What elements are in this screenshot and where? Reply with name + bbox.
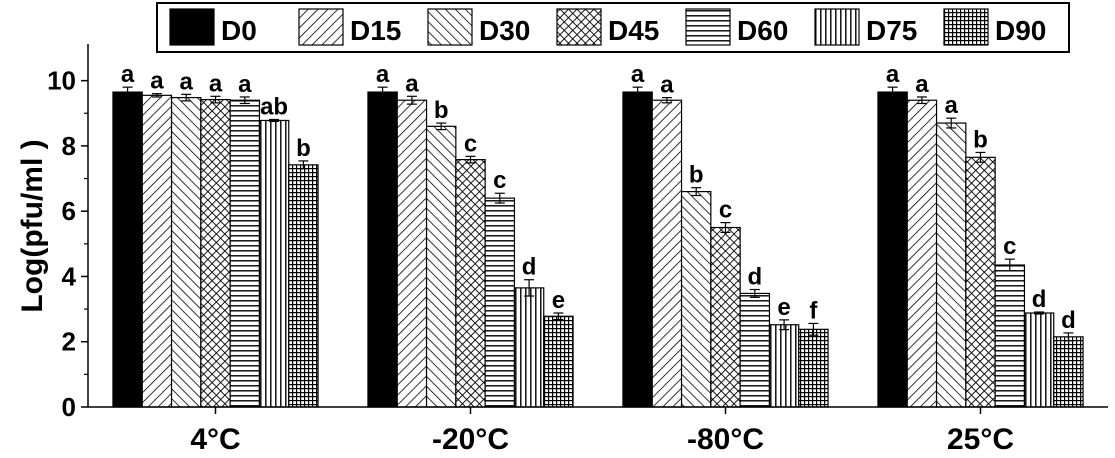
bar-D90-3 xyxy=(1053,336,1084,408)
bar-D45-0 xyxy=(200,98,231,408)
bar-D90-1 xyxy=(543,315,574,408)
significance-label-D45-0: a xyxy=(209,70,223,97)
legend-label-D60: D60 xyxy=(737,15,788,46)
bar-D75-1 xyxy=(513,287,545,408)
bar-D15-2 xyxy=(651,99,683,408)
bar-D0-0 xyxy=(112,91,143,408)
significance-label-D90-1: e xyxy=(552,287,565,314)
significance-label-D15-3: a xyxy=(915,71,929,98)
bar-D60-1 xyxy=(484,197,516,408)
significance-label-D0-1: a xyxy=(376,61,390,88)
legend-swatch-D90 xyxy=(943,8,989,46)
significance-label-D60-1: c xyxy=(493,167,506,194)
legend-label-D45: D45 xyxy=(608,15,659,46)
bar-D15-1 xyxy=(396,99,428,408)
significance-label-D15-0: a xyxy=(150,68,164,95)
significance-label-D0-0: a xyxy=(121,61,135,88)
legend-swatch-D75 xyxy=(814,8,860,46)
legend: D0 D15 D30 D45 D60 D75 D90 xyxy=(156,2,1070,53)
significance-label-D90-2: f xyxy=(809,297,818,324)
y-tick-label-1: 2 xyxy=(62,327,76,357)
bar-D15-3 xyxy=(906,99,938,408)
significance-label-D30-3: a xyxy=(945,92,959,119)
significance-label-D60-0: a xyxy=(238,71,252,98)
significance-label-D75-3: d xyxy=(1032,286,1047,313)
legend-label-D15: D15 xyxy=(350,15,401,46)
bar-D75-0 xyxy=(258,119,290,408)
legend-swatch-D15 xyxy=(298,8,344,46)
legend-label-D0: D0 xyxy=(221,15,257,46)
significance-label-D60-2: d xyxy=(747,264,762,291)
significance-label-D15-1: a xyxy=(405,70,419,97)
significance-label-D60-3: c xyxy=(1003,233,1016,260)
bar-D30-2 xyxy=(680,191,712,408)
significance-label-D30-0: a xyxy=(180,68,194,95)
bar-D60-3 xyxy=(994,264,1026,408)
significance-label-D45-1: c xyxy=(464,130,477,157)
bar-D60-0 xyxy=(229,99,261,408)
axes: 0 2 4 6 8 10 4°C -20°C -80°C 25°C xyxy=(47,44,1108,456)
bar-D15-0 xyxy=(141,94,173,408)
significance-label-D90-3: d xyxy=(1061,307,1076,334)
legend-label-D30: D30 xyxy=(479,15,530,46)
significance-label-D45-3: b xyxy=(973,126,988,153)
bar-D30-3 xyxy=(935,122,967,408)
significance-label-D15-2: a xyxy=(660,72,674,99)
bar-D90-2 xyxy=(798,328,829,408)
bar-D30-1 xyxy=(425,125,457,408)
x-tick-label-2: -80°C xyxy=(687,423,764,456)
significance-label-D75-0: ab xyxy=(260,93,288,120)
significance-label-D45-2: c xyxy=(719,197,732,224)
bar-D45-2 xyxy=(710,226,741,408)
bar-D45-1 xyxy=(455,159,486,408)
legend-label-D90: D90 xyxy=(995,15,1046,46)
legend-label-D75: D75 xyxy=(866,15,917,46)
y-axis-label: Log(pfu/ml ) xyxy=(16,139,49,312)
bar-D75-2 xyxy=(768,324,800,408)
significance-label-D75-1: d xyxy=(522,254,537,281)
y-tick-label-3: 6 xyxy=(62,196,76,226)
y-tick-label-0: 0 xyxy=(62,392,76,422)
bar-D0-1 xyxy=(367,91,398,408)
y-tick-label-4: 8 xyxy=(62,131,76,161)
legend-swatch-D60 xyxy=(685,8,731,46)
significance-label-D90-0: b xyxy=(296,135,311,162)
bar-D60-2 xyxy=(739,292,771,408)
bar-D90-0 xyxy=(288,164,319,408)
bar-D0-3 xyxy=(877,91,908,408)
significance-label-D0-2: a xyxy=(631,61,645,88)
legend-swatch-D30 xyxy=(427,8,473,46)
x-tick-label-3: 25°C xyxy=(947,423,1014,456)
bar-D30-0 xyxy=(170,97,202,408)
significance-label-D30-2: b xyxy=(689,162,704,189)
significance-label-D30-1: b xyxy=(434,97,449,124)
significance-label-D75-2: e xyxy=(777,294,790,321)
significance-label-D0-3: a xyxy=(886,61,900,88)
legend-swatch-D45 xyxy=(556,8,602,46)
x-tick-label-0: 4°C xyxy=(190,423,240,456)
y-tick-label-2: 4 xyxy=(62,261,77,291)
x-tick-label-1: -20°C xyxy=(432,423,509,456)
y-tick-label-5: 10 xyxy=(47,66,76,96)
bar-D45-3 xyxy=(965,156,996,408)
legend-swatch-D0 xyxy=(169,8,215,46)
bar-D0-2 xyxy=(622,91,653,408)
bar-D75-3 xyxy=(1023,312,1055,408)
